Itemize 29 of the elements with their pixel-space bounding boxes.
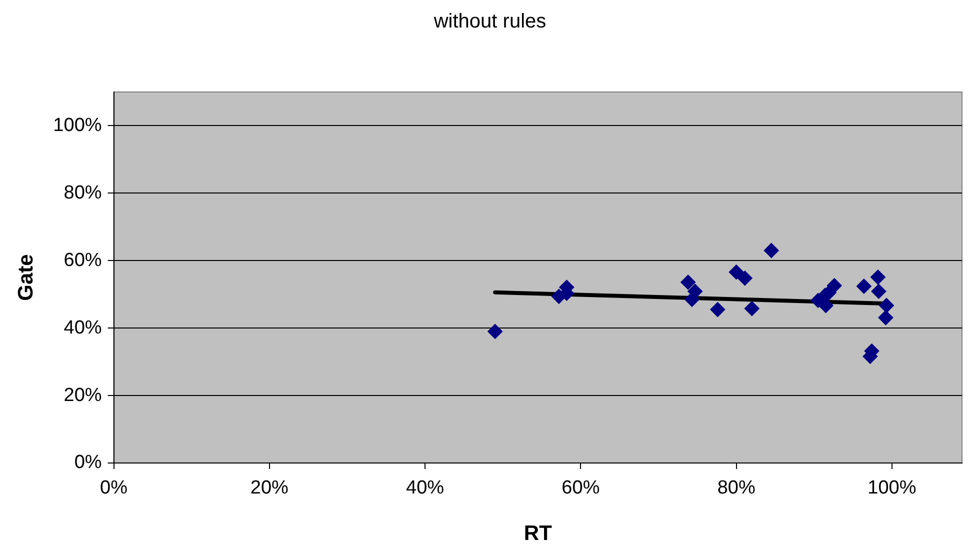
y-tick-label: 100%	[53, 114, 102, 136]
y-tick-label: 0%	[74, 452, 102, 474]
point	[871, 284, 886, 299]
point	[737, 270, 752, 286]
point	[710, 302, 726, 318]
y-tick-label: 40%	[64, 317, 102, 338]
point	[744, 301, 760, 316]
y-axis-title: Gate	[14, 254, 38, 301]
point	[878, 310, 894, 326]
x-tick-label: 100%	[868, 478, 916, 499]
x-axis-title: RT	[524, 522, 552, 546]
point	[488, 324, 503, 339]
x-tick-label: 80%	[717, 478, 756, 499]
x-tick-label: 60%	[562, 478, 600, 499]
x-tick-label: 40%	[406, 478, 444, 499]
point	[879, 298, 894, 313]
x-tick-label: 20%	[250, 478, 289, 499]
point	[826, 278, 842, 294]
y-tick-label: 20%	[64, 384, 102, 406]
point	[870, 270, 886, 285]
chart-title: without rules	[432, 10, 546, 33]
point	[856, 278, 872, 294]
point	[680, 274, 696, 290]
x-tick-label: 0%	[100, 478, 128, 499]
point	[764, 243, 779, 258]
y-tick-label: 60%	[64, 250, 102, 271]
y-tick-label: 80%	[64, 182, 102, 204]
point	[684, 292, 700, 307]
point	[728, 264, 744, 280]
